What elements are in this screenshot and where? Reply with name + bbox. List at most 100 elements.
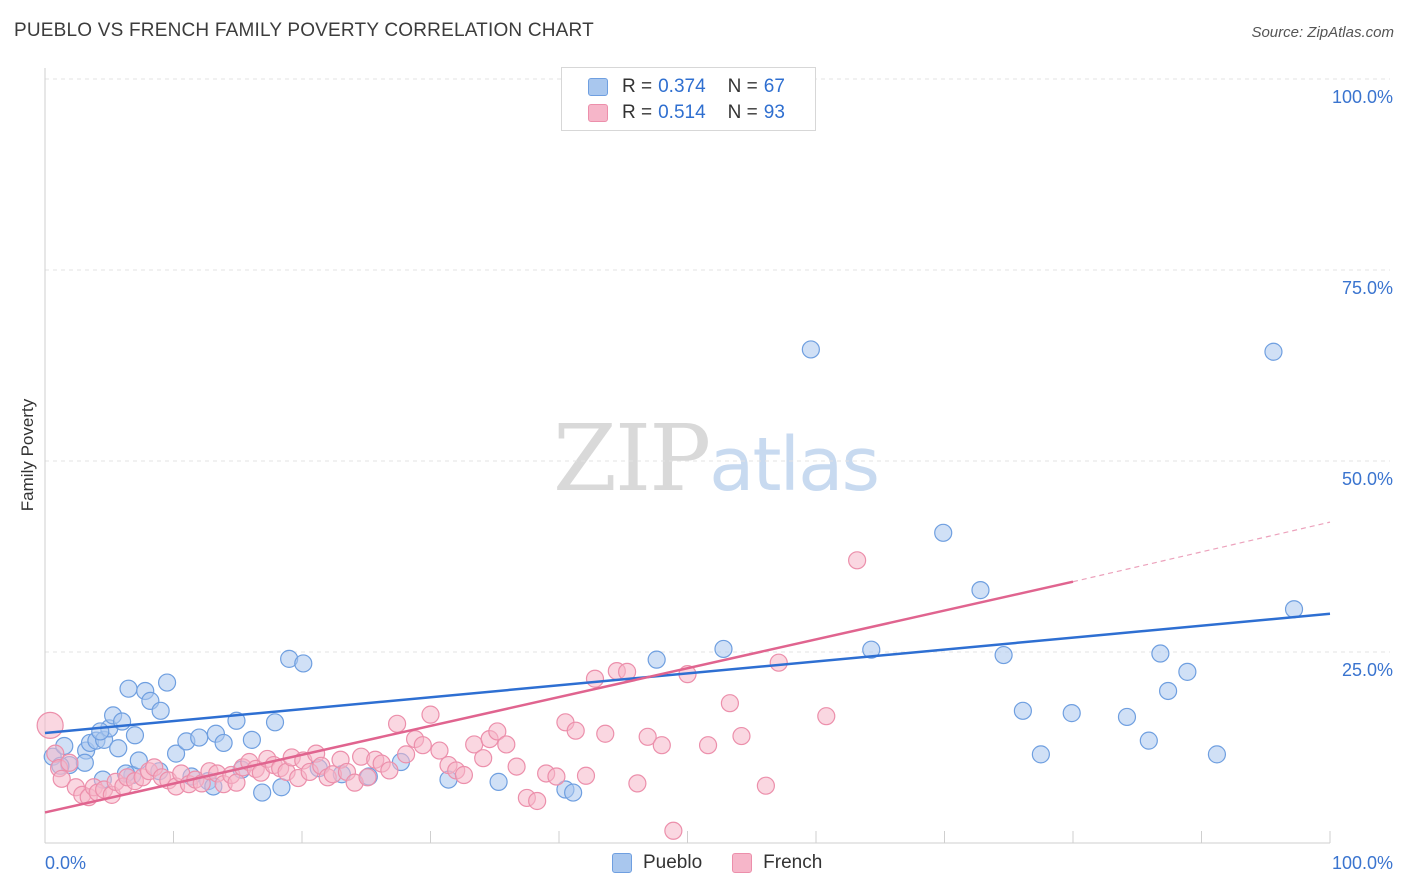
legend-french-r-value: 0.514 bbox=[658, 102, 706, 123]
source-credit: Source: ZipAtlas.com bbox=[1251, 24, 1394, 41]
french-point-89 bbox=[756, 776, 775, 795]
legend-stats: R = 0.374 N = 67 R = 0.514 N = 93 bbox=[561, 67, 816, 131]
pueblo-point-29 bbox=[109, 739, 128, 758]
legend-item-pueblo: Pueblo bbox=[612, 852, 702, 874]
french-point-88 bbox=[732, 726, 751, 746]
french-point-78 bbox=[596, 724, 615, 743]
x-tick-label-min: 0.0% bbox=[45, 853, 86, 873]
pueblo-point-58 bbox=[1062, 704, 1081, 723]
y-tick-label-25: 25.0% bbox=[1342, 660, 1393, 680]
legend-row-french: R = 0.514 N = 93 bbox=[588, 101, 785, 125]
pueblo-point-57 bbox=[1031, 745, 1050, 764]
french-point-83 bbox=[652, 736, 671, 755]
pueblo-point-20 bbox=[214, 733, 233, 753]
pueblo-point-54 bbox=[971, 581, 990, 600]
french-point-4 bbox=[60, 753, 79, 772]
pueblo-point-16 bbox=[166, 744, 186, 763]
pueblo-point-50 bbox=[714, 639, 733, 659]
watermark-zip: ZIP bbox=[553, 405, 711, 512]
pueblo-point-65 bbox=[1264, 342, 1283, 361]
french-trend-extension bbox=[1072, 521, 1331, 583]
french-point-91 bbox=[817, 707, 836, 726]
legend-swatch-pueblo bbox=[588, 78, 608, 96]
legend-label-french: French bbox=[763, 852, 823, 873]
pueblo-point-66 bbox=[1284, 600, 1304, 619]
pueblo-point-56 bbox=[1013, 701, 1032, 720]
french-point-69 bbox=[507, 757, 526, 776]
pueblo-point-22 bbox=[242, 730, 261, 749]
watermark: ZIPatlas bbox=[553, 405, 880, 512]
french-trend-line bbox=[44, 580, 1074, 814]
legend-pueblo-n-label: N = bbox=[727, 76, 758, 97]
pueblo-point-60 bbox=[1139, 731, 1158, 750]
french-point-30 bbox=[227, 773, 246, 792]
pueblo-point-52 bbox=[862, 640, 881, 659]
french-point-92 bbox=[848, 551, 867, 570]
legend-french-n-value: 93 bbox=[763, 102, 785, 123]
y-tick-label-50: 50.0% bbox=[1342, 469, 1393, 489]
pueblo-point-55 bbox=[994, 645, 1013, 665]
french-point-60 bbox=[430, 741, 449, 760]
pueblo-point-23 bbox=[265, 713, 285, 732]
pueblo-point-28 bbox=[91, 722, 110, 741]
pueblo-point-53 bbox=[934, 523, 953, 542]
pueblo-point-62 bbox=[1158, 681, 1178, 701]
pueblo-point-64 bbox=[1207, 745, 1227, 764]
pueblo-point-15 bbox=[157, 673, 177, 692]
y-tick-label-75: 75.0% bbox=[1342, 278, 1393, 298]
pueblo-point-63 bbox=[1178, 662, 1197, 681]
french-point-84 bbox=[664, 821, 683, 840]
legend-swatch-pueblo-bottom bbox=[612, 853, 632, 873]
watermark-atlas: atlas bbox=[709, 422, 880, 508]
pueblo-point-51 bbox=[801, 340, 820, 359]
legend-pueblo-r-value: 0.374 bbox=[658, 76, 706, 97]
french-point-54 bbox=[380, 761, 399, 780]
french-point-56 bbox=[396, 745, 416, 764]
french-point-73 bbox=[547, 767, 566, 786]
french-point-81 bbox=[628, 774, 647, 793]
pueblo-point-14 bbox=[151, 701, 170, 720]
legend-label-pueblo: Pueblo bbox=[643, 852, 703, 873]
legend-pueblo-n-value: 67 bbox=[763, 76, 785, 97]
french-point-3 bbox=[52, 769, 71, 788]
legend-french-n-label: N = bbox=[727, 102, 758, 123]
pueblo-point-49 bbox=[647, 650, 666, 669]
pueblo-point-46 bbox=[489, 772, 508, 791]
legend-french-r-label: R = bbox=[622, 102, 653, 123]
legend-swatch-french-bottom bbox=[732, 853, 753, 873]
pueblo-point-61 bbox=[1151, 644, 1170, 663]
french-point-55 bbox=[387, 714, 407, 733]
french-point-63 bbox=[454, 765, 474, 785]
pueblo-point-39 bbox=[253, 783, 272, 802]
pueblo-point-40 bbox=[272, 778, 291, 797]
french-point-80 bbox=[618, 662, 637, 681]
legend-series: Pueblo French bbox=[612, 852, 852, 874]
french-point-71 bbox=[528, 791, 547, 811]
legend-pueblo-r-label: R = bbox=[622, 76, 653, 97]
legend-row-pueblo: R = 0.374 N = 67 bbox=[588, 75, 785, 99]
pueblo-point-59 bbox=[1117, 707, 1137, 727]
french-point-59 bbox=[421, 705, 440, 724]
pueblo-point-11 bbox=[125, 726, 145, 745]
french-point-65 bbox=[474, 749, 493, 768]
french-point-87 bbox=[720, 694, 740, 713]
french-point-77 bbox=[585, 669, 605, 688]
pueblo-point-10 bbox=[119, 679, 138, 698]
french-point-76 bbox=[576, 766, 596, 785]
french-point-68 bbox=[497, 735, 516, 754]
french-point-51 bbox=[358, 768, 377, 787]
french-point-82 bbox=[638, 727, 657, 746]
legend-item-french: French bbox=[732, 852, 822, 874]
french-point-86 bbox=[698, 736, 718, 755]
french-point-90 bbox=[769, 653, 788, 672]
pueblo-point-48 bbox=[564, 783, 583, 802]
pueblo-point-27 bbox=[75, 753, 94, 772]
legend-swatch-french bbox=[588, 104, 608, 122]
y-tick-label-100: 100.0% bbox=[1332, 87, 1393, 107]
pueblo-point-25 bbox=[294, 654, 313, 673]
chart-title: PUEBLO VS FRENCH FAMILY POVERTY CORRELAT… bbox=[14, 20, 594, 41]
french-point-67 bbox=[488, 722, 507, 741]
pueblo-trend-line bbox=[44, 612, 1331, 735]
french-point-0 bbox=[36, 711, 64, 739]
